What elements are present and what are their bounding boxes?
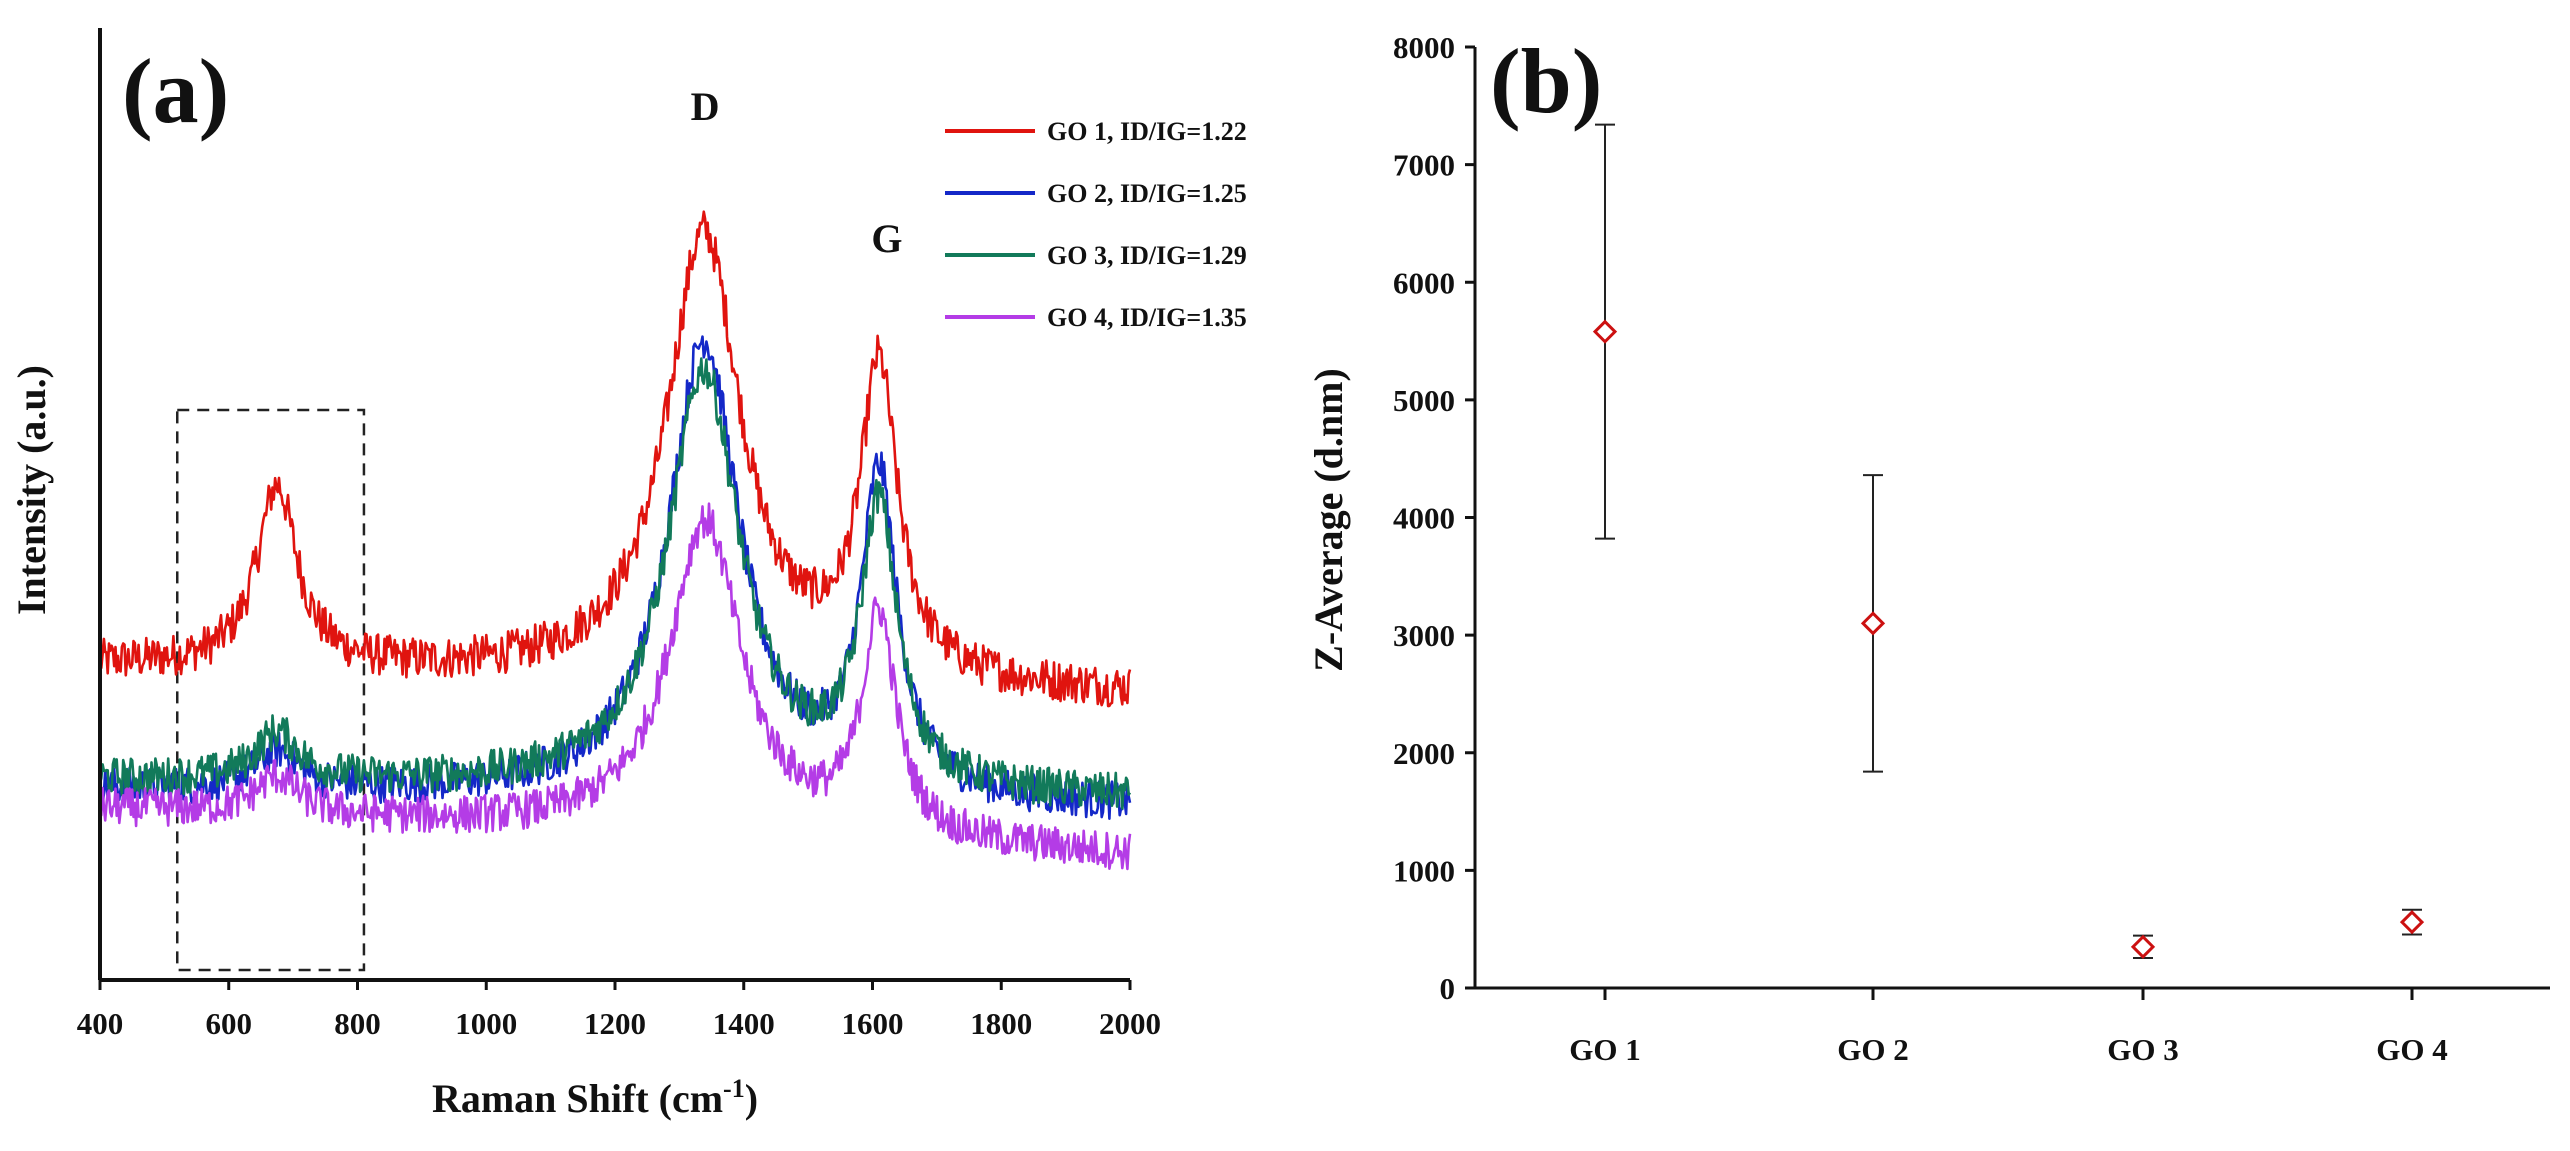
z-average-points xyxy=(1592,123,2425,960)
inset-box xyxy=(176,408,366,972)
z-average-chart: (b) 0 1000 2000 3000 4000 5000 6000 7000 8000 GO … xyxy=(1306,30,2550,1067)
panel-b-label: (b) xyxy=(1490,30,1602,132)
data-point xyxy=(1592,319,1618,344)
legend: GO 1, ID/IG=1.22 GO 2, ID/IG=1.25 GO 3, ID… xyxy=(945,117,1247,332)
raman-spectrum-chart: (a) 400 600 800 1000 1200 1400 1600 1800 2000 Ra… xyxy=(9,28,1247,1121)
x-tick-label: 2000 xyxy=(1099,1006,1161,1041)
raman-plot-area xyxy=(98,210,1132,972)
y-tick-label-b: 5000 xyxy=(1393,383,1455,418)
x-tick-label: 400 xyxy=(77,1006,124,1041)
z-average-axes: 0 1000 2000 3000 4000 5000 6000 7000 8000 GO 1 GO … xyxy=(1393,30,2550,1067)
legend-label: GO 3, ID/IG=1.29 xyxy=(1047,241,1247,270)
series-line-4 xyxy=(99,502,1132,871)
panel-a-label: (a) xyxy=(122,40,229,142)
category-label: GO 2 xyxy=(1837,1032,1908,1067)
y-axis-title-b: Z-Average (d.nm) xyxy=(1306,368,1351,672)
y-tick-label-b: 3000 xyxy=(1393,618,1455,653)
category-label: GO 3 xyxy=(2107,1032,2178,1067)
x-tick-label: 1400 xyxy=(713,1006,775,1041)
data-point xyxy=(2399,910,2425,935)
legend-label: GO 1, ID/IG=1.22 xyxy=(1047,117,1247,146)
data-point xyxy=(2130,934,2156,959)
x-tick-label: 800 xyxy=(334,1006,381,1041)
peak-label-D: D xyxy=(691,84,720,129)
category-label: GO 4 xyxy=(2376,1032,2447,1067)
data-point xyxy=(1860,611,1886,636)
series-line-3 xyxy=(98,357,1132,810)
y-tick-label-b: 1000 xyxy=(1393,853,1455,888)
y-axis-title: Intensity (a.u.) xyxy=(9,365,54,615)
y-tick-label-b: 6000 xyxy=(1393,265,1455,300)
x-tick-label: 1000 xyxy=(455,1006,517,1041)
y-tick-label-b: 7000 xyxy=(1393,148,1455,183)
x-axis-title: Raman Shift (cm-1) xyxy=(432,1074,758,1121)
x-tick-label: 1600 xyxy=(842,1006,904,1041)
peak-annotations: DG xyxy=(691,84,903,261)
y-tick-label-b: 0 xyxy=(1440,971,1456,1006)
x-tick-label: 1800 xyxy=(970,1006,1032,1041)
legend-label: GO 2, ID/IG=1.25 xyxy=(1047,179,1247,208)
peak-label-G: G xyxy=(871,216,902,261)
raman-axes: 400 600 800 1000 1200 1400 1600 1800 2000 xyxy=(77,28,1161,1041)
x-tick-label: 1200 xyxy=(584,1006,646,1041)
y-tick-label-b: 2000 xyxy=(1393,736,1455,771)
series-line-1 xyxy=(98,210,1132,708)
y-tick-label-b: 8000 xyxy=(1393,30,1455,65)
category-label: GO 1 xyxy=(1569,1032,1640,1067)
legend-label: GO 4, ID/IG=1.35 xyxy=(1047,303,1247,332)
x-tick-label: 600 xyxy=(206,1006,253,1041)
y-tick-label-b: 4000 xyxy=(1393,501,1455,536)
